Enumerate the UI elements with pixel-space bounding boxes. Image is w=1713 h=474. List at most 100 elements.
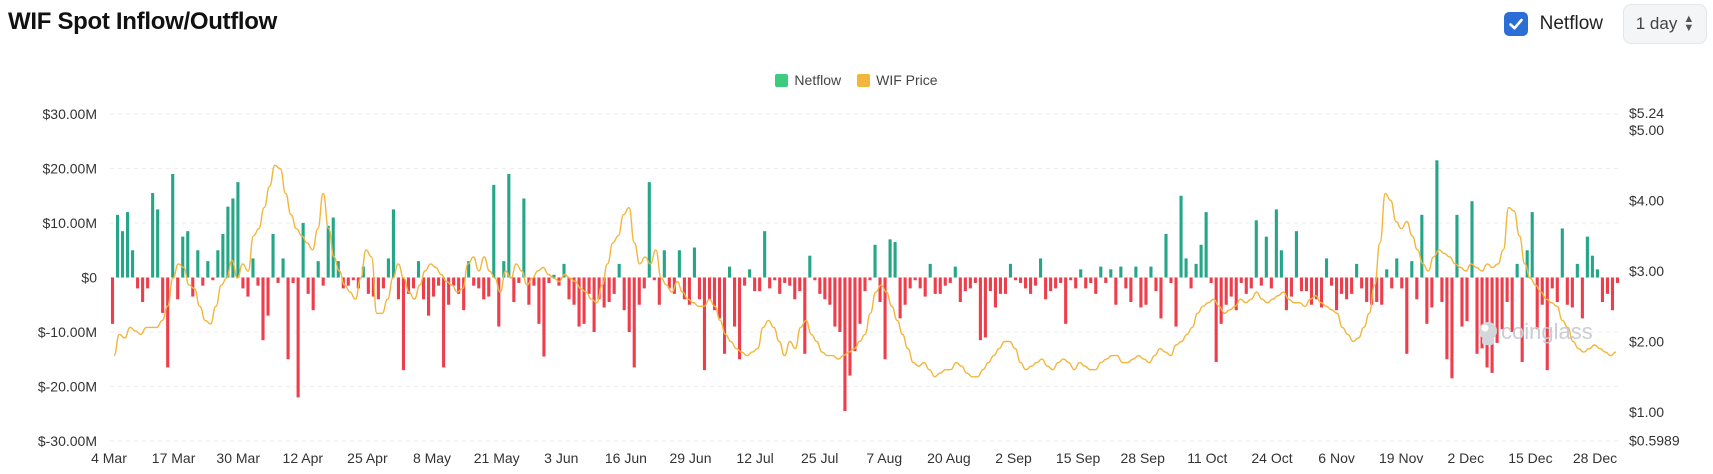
netflow-bar <box>1445 277 1449 360</box>
x-tick-label: 25 Apr <box>347 450 388 466</box>
netflow-bar <box>1219 277 1223 324</box>
netflow-bar <box>1289 277 1293 297</box>
netflow-bar <box>1580 277 1584 319</box>
netflow-bar <box>266 277 270 316</box>
netflow-bar <box>386 258 390 278</box>
netflow-bar <box>1610 277 1615 311</box>
netflow-bar <box>783 277 787 283</box>
netflow-bar <box>1575 263 1579 278</box>
netflow-bar <box>1345 277 1349 300</box>
netflow-bar <box>1475 277 1479 354</box>
y-right-tick-label: $3.00 <box>1629 263 1664 279</box>
netflow-bar <box>1259 277 1263 286</box>
y-left-tick-label: $-30.00M <box>38 433 97 449</box>
netflow-bar <box>1084 277 1088 289</box>
netflow-bar <box>115 214 120 278</box>
netflow-bar <box>873 244 877 278</box>
netflow-bar <box>1224 277 1228 305</box>
netflow-bar <box>953 266 957 278</box>
netflow-bar <box>1505 277 1509 303</box>
netflow-bar <box>271 233 275 278</box>
netflow-bar <box>863 277 867 292</box>
coinglass-logo-icon <box>1479 322 1497 345</box>
netflow-bar <box>1535 277 1539 330</box>
netflow-bar <box>110 277 115 324</box>
netflow-bar <box>813 277 817 281</box>
netflow-bar <box>1510 277 1514 332</box>
y-right-tick-label: $5.24 <box>1629 105 1664 121</box>
netflow-bar <box>763 231 767 278</box>
netflow-bar <box>748 269 752 278</box>
netflow-bar <box>507 173 511 278</box>
netflow-bar <box>432 277 436 297</box>
netflow-bar <box>381 277 385 289</box>
netflow-bar <box>1179 195 1183 278</box>
legend-swatch-netflow <box>775 73 789 87</box>
netflow-bar <box>637 277 641 305</box>
netflow-bar <box>843 277 847 412</box>
netflow-bar <box>1520 277 1524 362</box>
legend-item-price[interactable]: WIF Price <box>857 72 938 88</box>
netflow-bar <box>136 277 140 289</box>
netflow-bar <box>391 209 395 278</box>
netflow-bar <box>1324 258 1329 278</box>
netflow-bar <box>502 261 506 278</box>
netflow-bar <box>1139 277 1143 308</box>
netflow-checkbox[interactable] <box>1503 12 1528 36</box>
netflow-checkbox-label[interactable]: Netflow <box>1539 13 1603 34</box>
netflow-bar <box>567 277 571 300</box>
netflow-bar <box>1189 277 1193 289</box>
x-tick-label: 8 May <box>413 450 451 466</box>
netflow-bar <box>166 277 170 368</box>
x-tick-label: 2 Sep <box>995 450 1032 466</box>
netflow-bar <box>1074 277 1078 289</box>
netflow-bar <box>632 277 636 368</box>
netflow-bar <box>828 277 832 305</box>
netflow-bar <box>963 277 967 292</box>
y-left-tick-label: $-20.00M <box>38 379 97 395</box>
netflow-bar <box>1365 277 1369 303</box>
x-tick-label: 28 Sep <box>1121 450 1166 466</box>
netflow-bar <box>1049 277 1053 292</box>
netflow-bar <box>120 231 125 278</box>
netflow-bar <box>1059 277 1063 283</box>
netflow-bar <box>221 233 225 278</box>
netflow-bar <box>728 266 732 278</box>
netflow-bar <box>1335 277 1339 311</box>
netflow-bar <box>1370 277 1374 305</box>
netflow-bar <box>482 277 486 300</box>
netflow-bar <box>722 277 727 354</box>
netflow-bar <box>692 247 696 278</box>
legend-item-netflow[interactable]: Netflow <box>775 72 841 88</box>
netflow-bar <box>803 277 807 354</box>
netflow-bar <box>833 277 837 327</box>
netflow-bar <box>1525 250 1529 278</box>
netflow-bar <box>1044 277 1048 300</box>
netflow-bar <box>943 277 947 286</box>
netflow-bar <box>1615 277 1620 283</box>
netflow-bar <box>1269 277 1273 289</box>
x-tick-label: 3 Jun <box>544 450 578 466</box>
netflow-bar <box>848 277 852 376</box>
x-tick-label: 4 Mar <box>91 450 127 466</box>
chart-controls: Netflow 1 day ▲ ▼ <box>1503 4 1707 44</box>
netflow-bar <box>1460 277 1464 327</box>
x-axis: 4 Mar 17 Mar 30 Mar 12 Apr 25 Apr 8 May 21 May… <box>91 450 1617 466</box>
netflow-bar <box>753 277 757 292</box>
netflow-bar <box>331 217 335 278</box>
netflow-bar <box>1234 277 1238 311</box>
netflow-bar <box>893 242 897 278</box>
netflow-bar <box>527 277 531 305</box>
netflow-bar <box>1304 277 1309 292</box>
netflow-bar <box>1405 277 1409 354</box>
netflow-bar <box>1550 277 1554 289</box>
netflow-bar <box>1249 277 1253 289</box>
netflow-bar <box>306 277 310 294</box>
interval-select[interactable]: 1 day ▲ ▼ <box>1623 4 1707 44</box>
netflow-bar <box>437 277 441 286</box>
x-tick-label: 21 May <box>474 450 520 466</box>
netflow-bar <box>868 277 872 281</box>
netflow-bar <box>1034 277 1038 286</box>
netflow-bar <box>522 198 526 278</box>
netflow-bar <box>1094 277 1098 294</box>
